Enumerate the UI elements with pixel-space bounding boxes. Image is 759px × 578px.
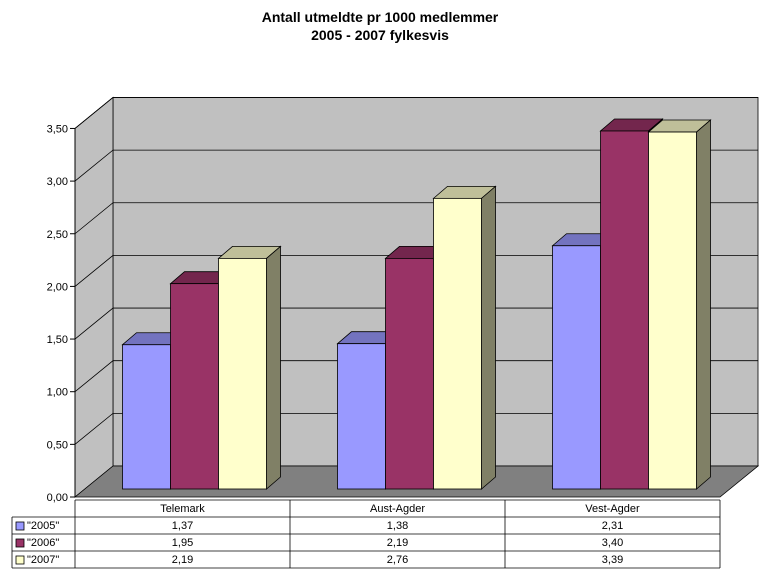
y-tick-label: 0,00 xyxy=(47,492,68,504)
bar-front xyxy=(337,343,386,490)
gridline xyxy=(74,97,758,129)
bar xyxy=(217,245,282,490)
data-label: 1,95 xyxy=(172,537,193,549)
bar-front xyxy=(218,257,267,490)
bar-front xyxy=(122,344,171,490)
data-label: 1,37 xyxy=(172,520,193,532)
x-tick-label: Vest-Agder xyxy=(585,503,640,515)
bar-front xyxy=(385,257,434,490)
bars xyxy=(121,118,712,490)
y-tick-label: 2,00 xyxy=(47,281,68,293)
bar xyxy=(647,119,712,490)
data-label: 3,39 xyxy=(602,554,623,566)
legend-swatch xyxy=(15,538,25,548)
bar-side xyxy=(696,119,711,490)
data-label: 3,40 xyxy=(602,537,623,549)
y-tick-label: 3,00 xyxy=(47,176,68,188)
data-label: 2,19 xyxy=(172,554,193,566)
y-tick-label: 3,50 xyxy=(47,123,68,135)
bar-side xyxy=(266,245,281,490)
data-label: 2,19 xyxy=(387,537,408,549)
gridlines xyxy=(74,97,758,445)
chart-title: Antall utmeldte pr 1000 medlemmer xyxy=(262,9,499,25)
gridline xyxy=(74,412,758,445)
bar-side xyxy=(481,185,496,490)
bar-front xyxy=(600,130,649,490)
gridline xyxy=(74,307,758,340)
gridline xyxy=(74,149,758,182)
bar-front xyxy=(552,245,601,490)
data-label: 2,31 xyxy=(602,520,623,532)
y-axis: 0,00 0,50 1,00 1,50 2,00 2,50 3,00 3,50 xyxy=(47,123,76,504)
legend-entry: "2007" xyxy=(27,554,59,566)
side-wall xyxy=(74,96,114,498)
y-tick-label: 2,50 xyxy=(47,229,68,241)
y-tick-label: 0,50 xyxy=(47,439,68,451)
legend-swatch xyxy=(15,521,25,531)
legend-swatch xyxy=(15,555,25,565)
data-label: 2,76 xyxy=(387,554,408,566)
gridline xyxy=(74,202,758,235)
chart-subtitle: 2005 - 2007 fylkesvis xyxy=(311,27,449,43)
bar-front xyxy=(170,283,219,490)
data-table: Telemark Aust-Agder Vest-Agder "2005" 1,37 1,… xyxy=(11,499,721,569)
data-label: 1,38 xyxy=(387,520,408,532)
legend-entry: "2006" xyxy=(27,537,59,549)
x-tick-label: Aust-Agder xyxy=(370,503,425,515)
gridline xyxy=(74,360,758,393)
y-tick-label: 1,50 xyxy=(47,334,68,346)
gridline xyxy=(74,254,758,287)
x-tick-label: Telemark xyxy=(160,503,205,515)
legend-entry: "2005" xyxy=(27,520,59,532)
y-tick-label: 1,00 xyxy=(47,387,68,399)
bar xyxy=(432,185,497,490)
bar-front xyxy=(648,131,697,490)
bar-front xyxy=(433,197,482,490)
